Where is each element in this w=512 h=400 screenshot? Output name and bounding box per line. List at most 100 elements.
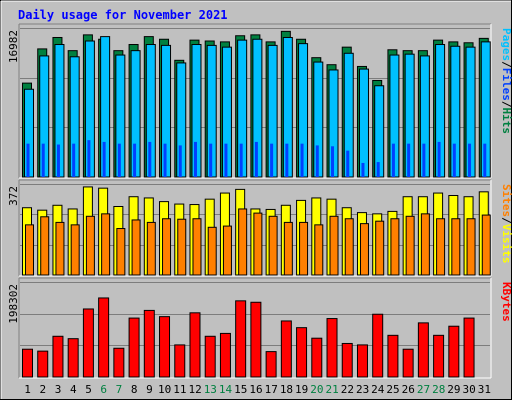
day-label-13: 13: [204, 383, 217, 396]
day-label-15: 15: [234, 383, 247, 396]
day-label-27: 27: [417, 383, 430, 396]
bar-pages-10: [163, 143, 167, 177]
bar-pages-13: [209, 143, 213, 177]
bar-kbytes-2: [37, 350, 49, 378]
bar-sites-17: [268, 215, 278, 276]
bar-pages-4: [72, 143, 76, 177]
day-label-17: 17: [265, 383, 278, 396]
bar-kbytes-6: [98, 297, 110, 378]
bar-pages-28: [437, 141, 441, 177]
requests-legend-pages: Pages: [500, 28, 512, 61]
bar-sites-7: [116, 228, 126, 276]
bar-kbytes-20: [311, 337, 323, 378]
bar-sites-31: [481, 214, 491, 276]
bar-pages-24: [376, 162, 380, 177]
day-label-19: 19: [295, 383, 308, 396]
bar-kbytes-12: [189, 312, 201, 378]
bar-pages-21: [331, 146, 335, 177]
bar-sites-29: [451, 218, 461, 276]
day-label-5: 5: [85, 383, 92, 396]
bar-kbytes-26: [402, 348, 414, 378]
bar-pages-19: [300, 143, 304, 177]
bar-pages-5: [87, 140, 91, 177]
bar-kbytes-5: [82, 308, 94, 378]
bar-sites-30: [466, 218, 476, 276]
bar-sites-6: [101, 213, 111, 276]
bar-pages-17: [270, 143, 274, 177]
bar-pages-18: [285, 143, 289, 177]
bar-pages-27: [422, 143, 426, 177]
bar-pages-30: [468, 143, 472, 177]
kbytes-legend-kbytes: KBytes: [500, 282, 512, 322]
requests-legend-hits: Hits: [500, 108, 512, 135]
visitors-legend-visits: Visits: [500, 224, 512, 264]
bar-sites-9: [146, 221, 156, 276]
kbytes-legend: KBytes: [500, 282, 512, 322]
bar-pages-6: [102, 141, 106, 177]
bar-kbytes-15: [235, 300, 247, 378]
bar-kbytes-28: [433, 334, 445, 378]
bar-kbytes-21: [326, 318, 338, 378]
bar-pages-15: [239, 143, 243, 177]
bar-sites-16: [253, 212, 263, 276]
bar-sites-4: [70, 224, 80, 276]
bar-kbytes-9: [143, 309, 155, 378]
day-label-18: 18: [280, 383, 293, 396]
bar-pages-20: [315, 145, 319, 177]
chart-title: Daily usage for November 2021: [18, 8, 228, 22]
bar-sites-12: [192, 218, 202, 276]
bar-pages-2: [41, 143, 45, 177]
bar-kbytes-4: [67, 338, 79, 378]
day-label-25: 25: [386, 383, 399, 396]
day-label-20: 20: [310, 383, 323, 396]
bar-pages-8: [133, 143, 137, 177]
bar-sites-24: [375, 220, 385, 276]
bar-pages-22: [346, 150, 350, 177]
bar-sites-14: [222, 225, 232, 276]
day-label-3: 3: [55, 383, 62, 396]
day-label-9: 9: [146, 383, 153, 396]
bar-sites-22: [344, 218, 354, 276]
bar-sites-3: [55, 221, 65, 276]
bar-kbytes-23: [356, 344, 368, 378]
requests-legend-separator: /: [500, 61, 512, 68]
bar-sites-23: [359, 223, 369, 276]
bar-sites-8: [131, 219, 141, 276]
day-label-11: 11: [173, 383, 186, 396]
day-label-26: 26: [402, 383, 415, 396]
bar-kbytes-19: [296, 327, 308, 378]
day-label-14: 14: [219, 383, 233, 396]
bar-kbytes-7: [113, 347, 125, 378]
bar-pages-14: [224, 143, 228, 177]
requests-legend-separator: /: [500, 101, 512, 108]
bar-pages-7: [117, 143, 121, 177]
bar-kbytes-10: [159, 316, 171, 378]
kbytes-ymax-label: 198302: [7, 284, 20, 324]
bar-kbytes-3: [52, 335, 64, 378]
bar-kbytes-14: [219, 332, 231, 378]
bar-kbytes-30: [463, 317, 475, 378]
bar-sites-5: [85, 215, 95, 276]
bar-files-23: [358, 68, 369, 178]
bar-pages-16: [254, 141, 258, 177]
day-label-30: 30: [463, 383, 476, 396]
bar-kbytes-11: [174, 344, 186, 378]
day-label-21: 21: [326, 383, 339, 396]
day-label-4: 4: [70, 383, 77, 396]
bar-sites-27: [420, 213, 430, 276]
bar-pages-26: [407, 143, 411, 177]
visitors-legend-sites: Sites: [500, 184, 512, 217]
visitors-legend: Sites/Visits: [500, 184, 512, 264]
bar-sites-28: [436, 218, 446, 276]
bar-kbytes-25: [387, 334, 399, 378]
bar-kbytes-29: [448, 325, 460, 378]
day-label-12: 12: [188, 383, 201, 396]
day-label-24: 24: [371, 383, 385, 396]
bar-kbytes-17: [265, 351, 277, 378]
bar-kbytes-24: [372, 313, 384, 378]
bar-sites-11: [177, 218, 187, 276]
bar-pages-25: [391, 143, 395, 177]
day-label-16: 16: [249, 383, 262, 396]
bar-sites-13: [207, 226, 217, 276]
